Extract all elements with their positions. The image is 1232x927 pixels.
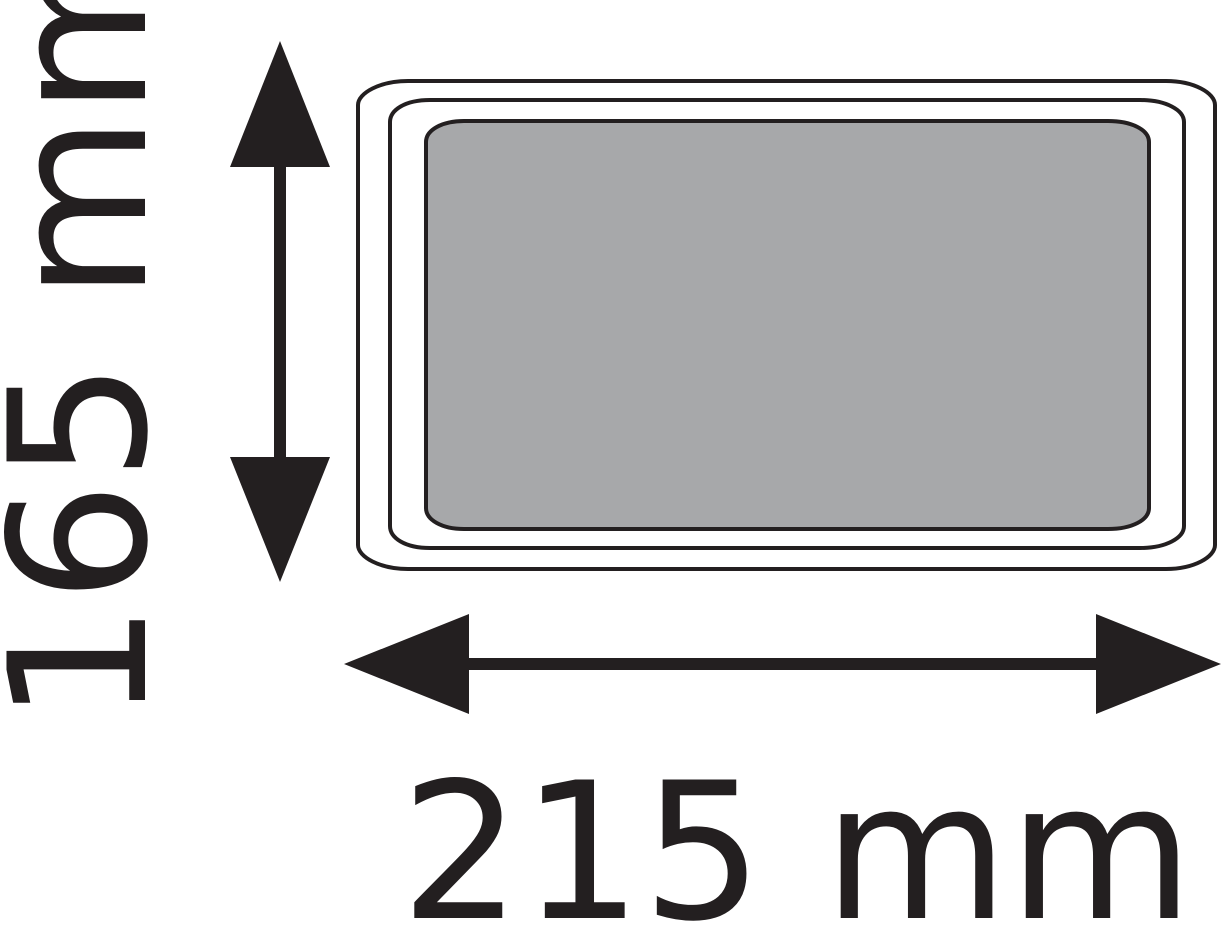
width-arrow-shaft <box>460 658 1105 670</box>
width-dimension-arrow <box>344 614 1221 714</box>
width-arrow-head-left <box>344 614 469 714</box>
tray <box>356 79 1217 571</box>
tray-inner-surface <box>424 119 1151 531</box>
height-label: 165 mm <box>0 0 190 724</box>
height-dimension-arrow <box>230 41 330 582</box>
width-label: 215 mm <box>400 742 1193 927</box>
height-arrow-shaft <box>274 160 286 465</box>
height-arrow-head-up <box>230 41 330 167</box>
height-arrow-head-down <box>230 457 330 582</box>
width-arrow-head-right <box>1096 614 1221 714</box>
